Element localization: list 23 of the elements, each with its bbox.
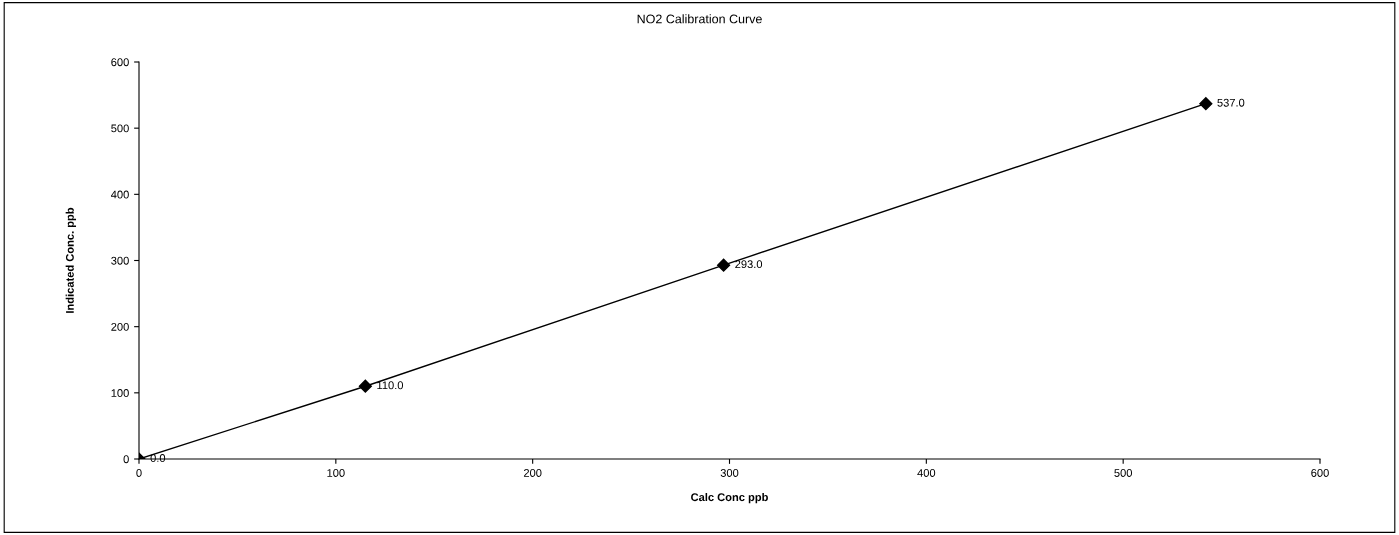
- y-tick-label: 0: [123, 455, 129, 464]
- point: [1199, 97, 1213, 111]
- data-label: 537.0: [1217, 98, 1245, 107]
- y-axis-title: Indicated Conc. ppb: [65, 207, 77, 313]
- point: [717, 258, 731, 272]
- y-tick-label: 400: [111, 190, 129, 199]
- y-tick-label: 100: [111, 389, 129, 397]
- x-tick-label: 500: [1114, 469, 1132, 477]
- x-tick-label: 600: [1311, 469, 1329, 477]
- x-tick-label: 100: [327, 469, 345, 477]
- y-tick-label: 500: [111, 124, 129, 133]
- data-label: 293.0: [735, 260, 763, 269]
- x-tick-label: 200: [523, 469, 542, 477]
- x-axis-title: Calc Conc ppb: [691, 492, 768, 504]
- y-tick-label: 300: [111, 256, 129, 265]
- y-tick-label: 200: [111, 322, 129, 331]
- x-tick-label: 300: [720, 469, 739, 477]
- x-tick-label: 0: [136, 469, 142, 477]
- x-tick-label: 400: [917, 469, 936, 477]
- y-tick-label: 600: [111, 58, 129, 67]
- chart-title: NO2 Calibration Curve: [637, 14, 762, 24]
- data-label: 110.0: [377, 381, 404, 390]
- point: [358, 379, 372, 393]
